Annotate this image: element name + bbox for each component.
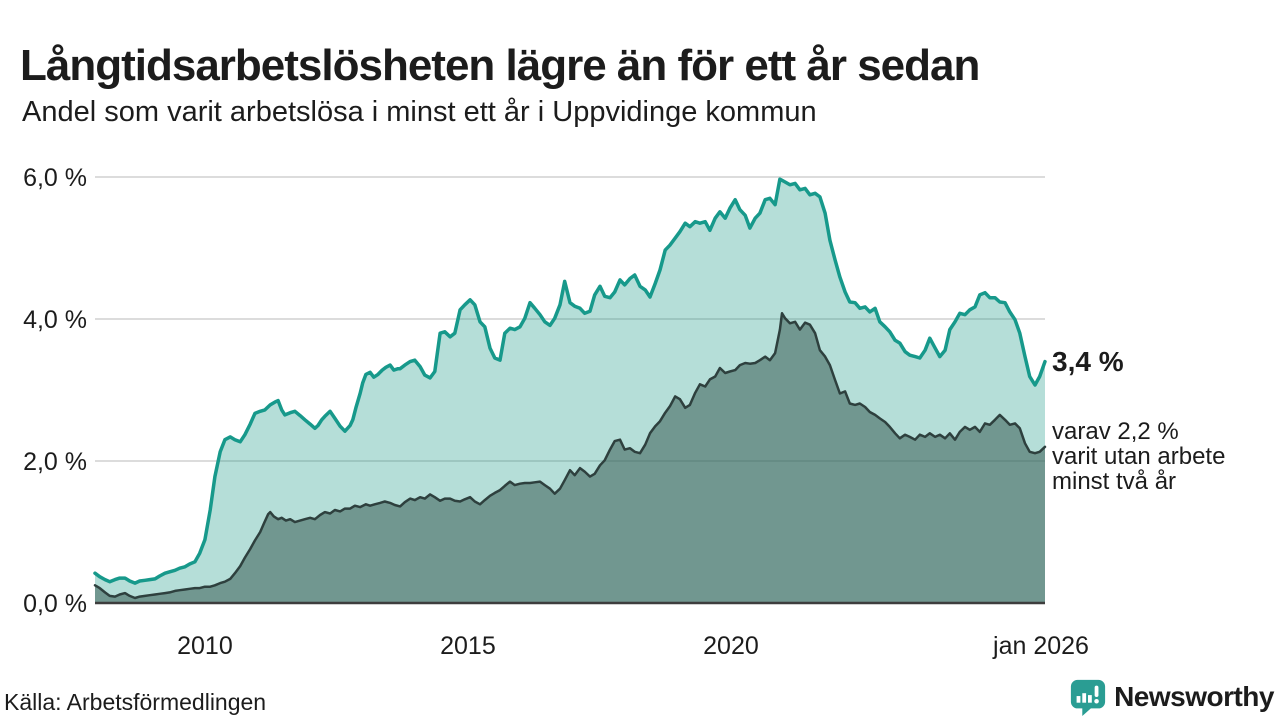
x-tick-label: 2015 [440,632,496,660]
y-tick-label: 2,0 % [23,448,87,476]
y-tick-label: 0,0 % [23,590,87,618]
page-title: Långtidsarbetslösheten lägre än för ett … [20,41,980,91]
y-tick-label: 6,0 % [23,164,87,192]
annotation-two-year-note: varav 2,2 % varit utan arbete minst två … [1052,419,1225,494]
y-tick-label: 4,0 % [23,306,87,334]
line-series-1 [93,177,1047,585]
x-tick-label: 2010 [177,632,233,660]
annotation-line: minst två år [1052,468,1177,495]
annotation-latest-value: 3,4 % [1052,346,1124,377]
annotation-line: varit utan arbete [1052,443,1226,470]
newsworthy-icon [1070,679,1106,716]
annotation-line: varav 2,2 % [1052,418,1179,445]
page-subtitle: Andel som varit arbetslösa i minst ett å… [22,96,817,128]
newsworthy-wordmark: Newsworthy [1114,681,1274,712]
newsworthy-logo: Newsworthy [1069,678,1274,716]
area-series-2 [95,313,1045,603]
source-text: Källa: Arbetsförmedlingen [4,689,267,715]
line-series-2 [93,312,1047,600]
x-tick-label: 2020 [703,632,759,660]
x-tick-label: jan 2026 [992,632,1089,660]
